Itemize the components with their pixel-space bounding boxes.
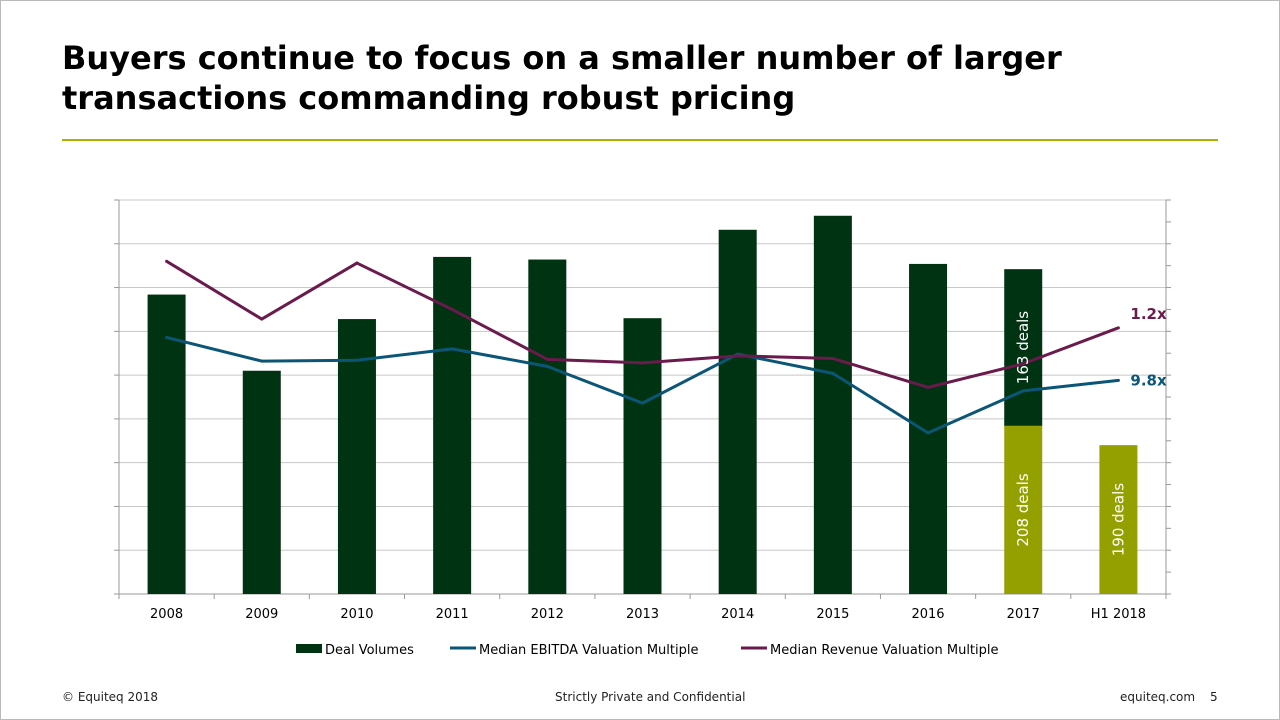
median-ebitda-valuation-multiple-point bbox=[1116, 378, 1120, 382]
legend-swatch-deal-volumes bbox=[296, 644, 322, 653]
x-tick-label-2012: 2012 bbox=[531, 607, 564, 622]
x-tick-label-2009: 2009 bbox=[245, 607, 278, 622]
title-underline bbox=[62, 139, 1218, 141]
legend-label-median-ebitda-valuation-multiple: Median EBITDA Valuation Multiple bbox=[479, 643, 698, 658]
deal-bar-2017-lower bbox=[1004, 425, 1043, 594]
bar-label-h1-2018-bottom: 190 deals bbox=[1109, 483, 1127, 557]
median-ebitda-valuation-multiple-point bbox=[641, 401, 644, 405]
slide-title: Buyers continue to focus on a smaller nu… bbox=[62, 39, 1062, 117]
deal-bar-2008 bbox=[147, 294, 186, 594]
valuation-lines bbox=[165, 259, 1120, 435]
median-revenue-valuation-multiple-point bbox=[1116, 326, 1120, 330]
median-revenue-valuation-multiple-point bbox=[641, 361, 644, 365]
deal-volume-chart: 163 deals 208 deals 190 deals 1.2x 9.8x 2008… bbox=[114, 199, 1171, 658]
legend-item-median-revenue-valuation-multiple: Median Revenue Valuation Multiple bbox=[741, 643, 999, 658]
deal-bar-h1-2018-lower bbox=[1099, 445, 1138, 594]
median-revenue-valuation-multiple-point bbox=[450, 307, 454, 311]
median-revenue-valuation-multiple-point bbox=[736, 354, 740, 358]
median-ebitda-valuation-multiple-point bbox=[926, 431, 930, 435]
median-ebitda-valuation-multiple-point bbox=[831, 371, 835, 375]
legend-label-median-revenue-valuation-multiple: Median Revenue Valuation Multiple bbox=[770, 643, 999, 658]
footer-page-number: 5 bbox=[1210, 690, 1218, 704]
median-ebitda-valuation-multiple-point bbox=[355, 358, 359, 362]
deal-bar-2015 bbox=[813, 215, 852, 594]
deal-bar-2016 bbox=[909, 263, 948, 594]
x-tick-label-2015: 2015 bbox=[816, 607, 849, 622]
median-revenue-valuation-multiple-point bbox=[355, 261, 359, 265]
footer-confidential: Strictly Private and Confidential bbox=[555, 690, 746, 704]
bar-label-2017-top: 163 deals bbox=[1014, 311, 1032, 385]
legend-item-deal-volumes: Deal Volumes bbox=[296, 643, 414, 658]
median-ebitda-valuation-multiple-point bbox=[260, 359, 264, 363]
median-ebitda-valuation-multiple-point bbox=[165, 335, 169, 339]
deal-bar-2011 bbox=[433, 256, 472, 594]
x-tick-label-2010: 2010 bbox=[340, 607, 373, 622]
footer-copyright: © Equiteq 2018 bbox=[62, 690, 159, 704]
median-revenue-valuation-multiple-point bbox=[926, 385, 930, 389]
deal-volume-bars bbox=[147, 215, 1138, 594]
deal-bar-2013 bbox=[623, 318, 662, 594]
x-tick-label-2017: 2017 bbox=[1007, 607, 1040, 622]
deal-bar-2014 bbox=[718, 229, 757, 594]
median-ebitda-valuation-multiple-point bbox=[1021, 389, 1025, 393]
deal-bar-2010 bbox=[337, 319, 376, 594]
footer-website: equiteq.com bbox=[1120, 690, 1196, 704]
x-tick-label-2013: 2013 bbox=[626, 607, 659, 622]
x-tick-label-h1-2018: H1 2018 bbox=[1091, 607, 1146, 622]
median-revenue-valuation-multiple-point bbox=[1021, 362, 1025, 366]
deal-bar-2012 bbox=[528, 259, 567, 594]
median-revenue-valuation-multiple-point bbox=[165, 259, 169, 263]
x-tick-label-2011: 2011 bbox=[436, 607, 469, 622]
median-ebitda-valuation-multiple-end-label: 9.8x bbox=[1130, 371, 1167, 389]
x-tick-label-2014: 2014 bbox=[721, 607, 754, 622]
legend-label-deal-volumes: Deal Volumes bbox=[325, 643, 414, 658]
chart-legend: Deal Volumes Median EBITDA Valuation Mult… bbox=[296, 643, 999, 658]
median-ebitda-valuation-multiple-point bbox=[450, 347, 454, 351]
x-axis-tick-labels: 2008 2009 2010 2011 2012 2013 2014 2015 2016 2017… bbox=[150, 607, 1146, 622]
x-tick-label-2016: 2016 bbox=[911, 607, 944, 622]
x-tick-label-2008: 2008 bbox=[150, 607, 183, 622]
median-revenue-valuation-multiple-point bbox=[260, 317, 264, 321]
deal-bar-2009 bbox=[242, 370, 281, 594]
legend-item-median-ebitda-valuation-multiple: Median EBITDA Valuation Multiple bbox=[450, 643, 698, 658]
median-revenue-valuation-multiple-point bbox=[545, 357, 549, 361]
deal-bar-2017-upper bbox=[1004, 269, 1043, 426]
median-revenue-valuation-multiple-point bbox=[831, 356, 835, 360]
median-ebitda-valuation-multiple-point bbox=[545, 364, 549, 368]
chart-labels: 163 deals 208 deals 190 deals 1.2x 9.8x bbox=[1014, 305, 1167, 556]
median-revenue-valuation-multiple-end-label: 1.2x bbox=[1130, 305, 1167, 323]
bar-label-2017-bottom: 208 deals bbox=[1014, 473, 1032, 547]
